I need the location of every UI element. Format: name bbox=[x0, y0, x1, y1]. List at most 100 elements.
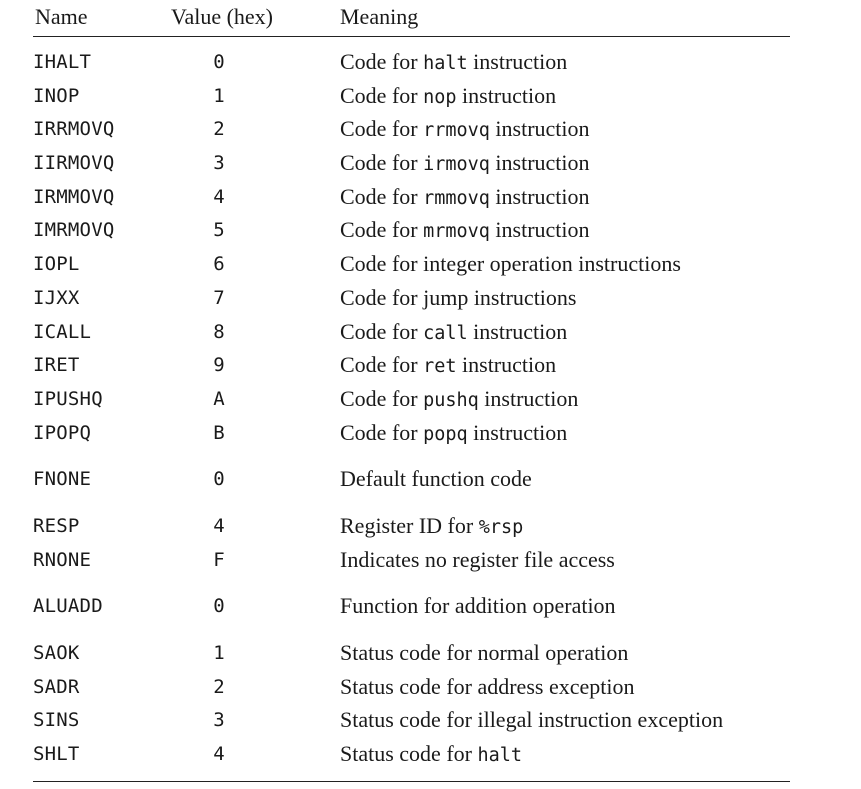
constant-value: 1 bbox=[213, 84, 225, 107]
meaning-text: Code for integer operation instructions bbox=[340, 251, 681, 277]
table-row: SADR 2 Status code for address exception bbox=[33, 671, 790, 705]
constant-value: 3 bbox=[213, 152, 225, 175]
constant-name: FNONE bbox=[33, 468, 92, 491]
meaning-text-suffix: instruction bbox=[467, 419, 568, 445]
constant-value: 4 bbox=[213, 743, 225, 766]
table-row: IIRMOVQ 3 Code for irmovq instruction bbox=[33, 147, 790, 181]
constant-value: 4 bbox=[213, 185, 225, 208]
constant-meaning: Code for popq instruction bbox=[340, 419, 567, 449]
table-row: FNONE 0 Default function code bbox=[33, 463, 790, 497]
constant-name: ALUADD bbox=[33, 595, 103, 618]
meaning-code: call bbox=[423, 322, 468, 344]
constant-meaning: Code for rrmovq instruction bbox=[340, 115, 590, 145]
constant-value: 8 bbox=[213, 320, 225, 343]
constant-name: SADR bbox=[33, 675, 80, 698]
meaning-text-suffix: instruction bbox=[489, 183, 590, 209]
constant-meaning: Status code for address exception bbox=[340, 673, 634, 701]
constant-meaning: Status code for normal operation bbox=[340, 639, 628, 667]
constant-value: 9 bbox=[213, 354, 225, 377]
constant-meaning: Status code for illegal instruction exce… bbox=[340, 706, 723, 734]
constant-name: IRMMOVQ bbox=[33, 185, 115, 208]
meaning-code: mrmovq bbox=[423, 221, 490, 243]
meaning-code: popq bbox=[423, 423, 468, 445]
constant-name: IRET bbox=[33, 354, 80, 377]
constant-meaning: Default function code bbox=[340, 465, 532, 493]
table-row: ALUADD 0 Function for addition operation bbox=[33, 590, 790, 624]
constant-value: F bbox=[213, 548, 225, 571]
table-row: IOPL 6 Code for integer operation instruct… bbox=[33, 248, 790, 282]
table-row: IPUSHQ A Code for pushq instruction bbox=[33, 383, 790, 417]
meaning-text: Code for bbox=[340, 419, 424, 445]
table-row: RNONE F Indicates no register file access bbox=[33, 544, 790, 578]
table-row: ICALL 8 Code for call instruction bbox=[33, 316, 790, 350]
table-row: IJXX 7 Code for jump instructions bbox=[33, 282, 790, 316]
meaning-text: Register ID for bbox=[340, 512, 479, 538]
constant-name: INOP bbox=[33, 84, 80, 107]
constant-meaning: Function for addition operation bbox=[340, 592, 616, 620]
table-row: INOP 1 Code for nop instruction bbox=[33, 80, 790, 114]
constant-value: 2 bbox=[213, 675, 225, 698]
meaning-text: Code for bbox=[340, 49, 424, 74]
meaning-text: Code for jump instructions bbox=[340, 284, 577, 310]
meaning-text: Status code for normal operation bbox=[340, 640, 629, 665]
constant-name: IOPL bbox=[33, 253, 80, 276]
header-name: Name bbox=[35, 4, 88, 29]
header-value: Value (hex) bbox=[171, 4, 274, 29]
meaning-text: Code for bbox=[340, 183, 424, 209]
meaning-text-suffix: instruction bbox=[467, 318, 568, 344]
constant-name: IIRMOVQ bbox=[33, 152, 115, 175]
table-row: IMRMOVQ 5 Code for mrmovq instruction bbox=[33, 214, 790, 248]
constant-meaning: Code for mrmovq instruction bbox=[340, 216, 590, 246]
constant-name: IPOPQ bbox=[33, 421, 92, 444]
table-body: IHALT 0 Code for halt instruction INOP 1 Code… bbox=[33, 37, 790, 772]
table-row: SAOK 1 Status code for normal operation bbox=[33, 637, 790, 671]
meaning-code: nop bbox=[423, 86, 457, 108]
meaning-text: Code for bbox=[340, 150, 424, 176]
constant-name: IJXX bbox=[33, 286, 80, 309]
constant-value: 2 bbox=[213, 118, 225, 141]
constant-name: IRRMOVQ bbox=[33, 118, 115, 141]
meaning-code: pushq bbox=[423, 389, 479, 411]
meaning-code: halt bbox=[423, 53, 468, 74]
meaning-code: rrmovq bbox=[423, 120, 490, 142]
meaning-text: Indicates no register file access bbox=[340, 546, 615, 572]
constant-name: RNONE bbox=[33, 548, 92, 571]
meaning-code: halt bbox=[477, 745, 523, 767]
meaning-text: Code for bbox=[340, 352, 424, 378]
constant-name: ICALL bbox=[33, 320, 92, 343]
constant-meaning: Code for ret instruction bbox=[340, 351, 556, 381]
constants-table: Name Value (hex) Meaning IHALT 0 Code for … bbox=[33, 0, 790, 782]
table-bottom-rule bbox=[33, 781, 790, 782]
constant-meaning: Register ID for %rsp bbox=[340, 512, 523, 542]
constant-meaning: Code for halt instruction bbox=[340, 48, 567, 78]
constant-meaning: Code for irmovq instruction bbox=[340, 149, 590, 179]
meaning-text-suffix: instruction bbox=[489, 150, 590, 176]
constant-meaning: Code for jump instructions bbox=[340, 284, 576, 312]
constant-meaning: Indicates no register file access bbox=[340, 546, 615, 574]
table-row: SINS 3 Status code for illegal instruction… bbox=[33, 704, 790, 738]
meaning-text-suffix: instruction bbox=[456, 352, 557, 378]
meaning-code: rmmovq bbox=[423, 187, 490, 209]
constant-name: SINS bbox=[33, 709, 80, 732]
constant-value: 3 bbox=[213, 709, 225, 732]
meaning-code: irmovq bbox=[423, 154, 490, 176]
header-meaning: Meaning bbox=[340, 4, 419, 29]
table-row: RESP 4 Register ID for %rsp bbox=[33, 510, 790, 544]
constant-meaning: Code for call instruction bbox=[340, 318, 567, 348]
meaning-text: Code for bbox=[340, 82, 424, 108]
constant-meaning: Code for rmmovq instruction bbox=[340, 183, 590, 213]
meaning-text: Code for bbox=[340, 318, 424, 344]
meaning-text-suffix: instruction bbox=[478, 385, 579, 411]
meaning-text-suffix: instruction bbox=[456, 82, 557, 108]
constant-name: IPUSHQ bbox=[33, 387, 103, 410]
meaning-text: Function for addition operation bbox=[340, 593, 616, 619]
meaning-text-suffix: instruction bbox=[489, 217, 590, 243]
meaning-text: Status code for bbox=[340, 741, 478, 767]
constant-value: 6 bbox=[213, 253, 225, 276]
constant-value: 0 bbox=[213, 51, 225, 73]
constant-name: IHALT bbox=[33, 51, 92, 73]
meaning-code: ret bbox=[423, 356, 457, 378]
table-row: SHLT 4 Status code for halt bbox=[33, 738, 790, 772]
table-row: IRET 9 Code for ret instruction bbox=[33, 349, 790, 383]
constant-meaning: Status code for halt bbox=[340, 740, 522, 770]
